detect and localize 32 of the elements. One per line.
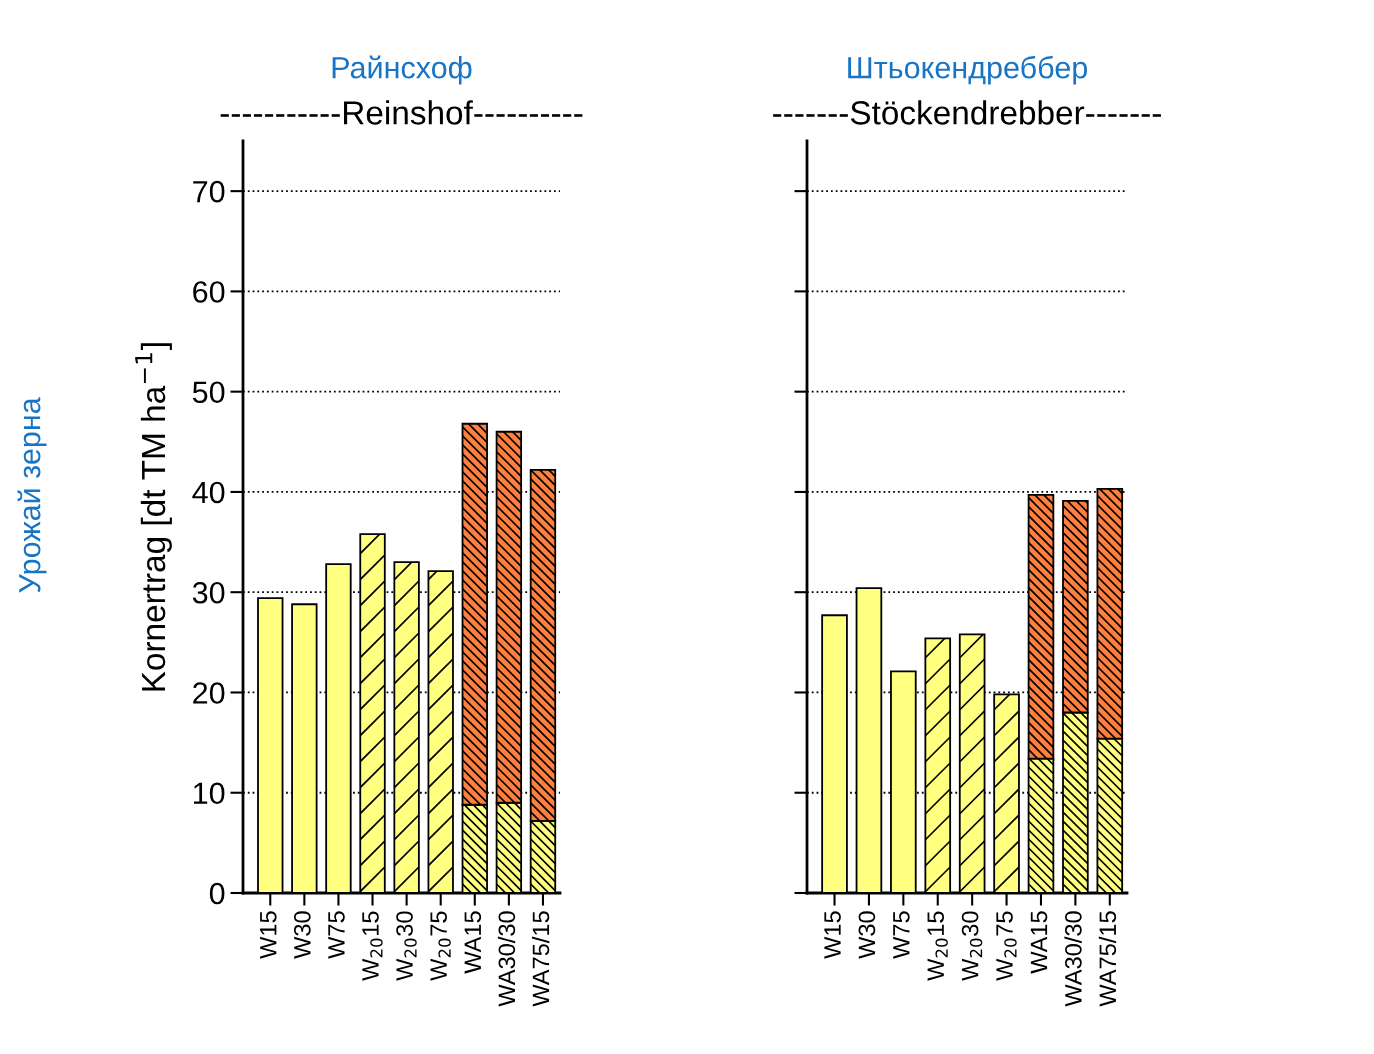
y-tick-label: 0: [209, 882, 225, 905]
x-tick-label: WA15: [464, 911, 482, 974]
chart-title: -------Stöckendrebber-------: [773, 100, 1161, 125]
y-axis-title: Kornertrag [dt TM ha$^{−1}$]: [135, 343, 172, 691]
x-tick-label: W$_{20}$75: [430, 911, 451, 981]
chart-title: -----------Reinshof----------: [220, 100, 583, 125]
x-tick-label: W$_{20}$15: [362, 911, 383, 981]
text: Урожай зерна: [17, 397, 47, 593]
x-tick-label: WA75/15: [1098, 911, 1117, 1007]
y-tick-label: 20: [193, 682, 225, 704]
x-tick-label: W$_{20}$30: [396, 911, 417, 981]
x-tick-label: W75: [328, 911, 345, 959]
x-tick-label: WA15: [1030, 911, 1048, 974]
y-tick-label: 10: [193, 782, 225, 805]
text: Райнсхоф: [332, 55, 472, 85]
y-tick-label: 50: [192, 381, 225, 404]
x-tick-label: W15: [260, 911, 277, 959]
x-tick-label: W30: [858, 911, 876, 959]
x-tick-label: W$_{20}$30: [961, 911, 983, 981]
x-tick-label: WA30/30: [1064, 911, 1082, 1007]
x-tick-label: W$_{20}$75: [996, 911, 1017, 981]
x-tick-label: W$_{20}$15: [927, 911, 948, 981]
y-tick-label: 40: [192, 481, 225, 504]
x-tick-label: W30: [293, 911, 311, 959]
text: Штьокендреббер: [848, 55, 1088, 85]
y-tick-label: 30: [192, 581, 225, 604]
y-tick-label: 60: [193, 281, 225, 303]
y-tick-label: 70: [193, 180, 225, 203]
x-tick-label: WA30/30: [497, 911, 516, 1007]
x-tick-label: W15: [824, 911, 841, 959]
x-tick-label: W75: [893, 911, 910, 959]
x-tick-label: WA75/15: [531, 911, 550, 1007]
